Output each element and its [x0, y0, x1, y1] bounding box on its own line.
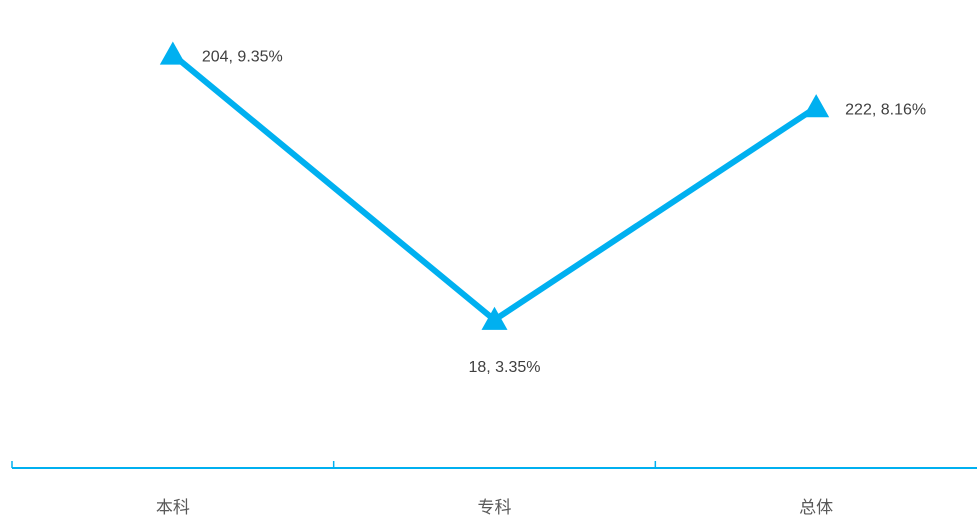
x-axis — [11, 461, 977, 469]
data-point-marker — [803, 94, 830, 118]
data-labels: 204, 9.35% 18, 3.35% 222, 8.16% — [202, 49, 926, 376]
category-label: 本科 — [156, 498, 190, 518]
x-axis-ticks — [11, 461, 657, 468]
series-layer — [159, 41, 830, 330]
data-point-marker — [481, 306, 508, 330]
series-line — [170, 52, 818, 324]
data-point-marker — [159, 41, 186, 65]
data-label: 222, 8.16% — [845, 101, 926, 118]
category-label: 总体 — [799, 498, 833, 518]
data-label: 204, 9.35% — [202, 49, 283, 66]
category-labels: 本科 专科 总体 — [156, 498, 833, 518]
category-label: 专科 — [478, 498, 512, 518]
data-label: 18, 3.35% — [468, 359, 540, 376]
